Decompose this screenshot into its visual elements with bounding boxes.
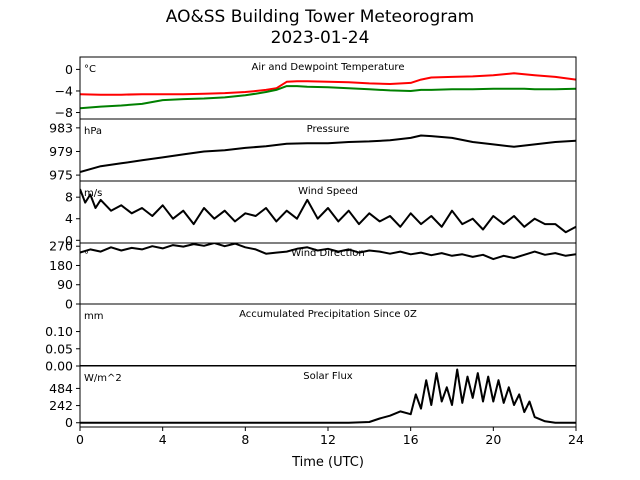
y-tick-label: 979 bbox=[49, 144, 73, 159]
figure-subtitle: 2023-01-24 bbox=[270, 28, 370, 48]
y-tick-label: 0.05 bbox=[45, 341, 73, 356]
x-tick-label: 20 bbox=[485, 432, 501, 447]
panel-unit: hPa bbox=[84, 126, 102, 137]
y-tick-label: 0 bbox=[65, 62, 73, 77]
panel-title: Wind Direction bbox=[291, 248, 365, 259]
panel-unit: W/m^2 bbox=[84, 373, 122, 384]
x-tick-label: 24 bbox=[568, 432, 584, 447]
series-line-1-2 bbox=[80, 85, 576, 110]
y-tick-label: 8 bbox=[65, 190, 73, 205]
y-tick-label: 983 bbox=[49, 120, 73, 135]
y-tick-label: 0.00 bbox=[45, 359, 73, 374]
y-tick-label: −4 bbox=[55, 83, 73, 98]
y-tick-label: 90 bbox=[57, 277, 73, 292]
panel-title: Accumulated Precipitation Since 0Z bbox=[239, 309, 417, 320]
x-axis-label: Time (UTC) bbox=[291, 455, 364, 470]
panel-5: 0.00 0.05 0.10 mm Accumulated Precipitation … bbox=[45, 303, 577, 374]
y-tick-label: −8 bbox=[55, 105, 73, 120]
y-tick-label: 0 bbox=[65, 415, 73, 430]
panel-3: 0 4 8 m/s Wind Speed bbox=[65, 180, 577, 248]
panel-unit: m/s bbox=[84, 188, 102, 199]
panel-title: Solar Flux bbox=[303, 371, 353, 382]
y-tick-label: 975 bbox=[49, 168, 73, 183]
figure-title: AO&SS Building Tower Meteorogram bbox=[165, 7, 475, 27]
y-tick-label: 4 bbox=[65, 211, 73, 226]
panel-6: 0 242 484 W/m^2 Solar Flux bbox=[49, 365, 577, 430]
y-tick-label: 484 bbox=[49, 381, 73, 396]
x-tick-label: 0 bbox=[76, 432, 84, 447]
series-line-3-1 bbox=[80, 188, 576, 234]
panel-4: 0 90 180 270 ° Wind Direction bbox=[49, 239, 577, 312]
series-line-2-1 bbox=[80, 134, 576, 174]
panel-unit: °C bbox=[84, 64, 96, 75]
y-tick-label: 180 bbox=[49, 258, 73, 273]
x-tick-label: 4 bbox=[159, 432, 167, 447]
panel-unit: ° bbox=[84, 250, 89, 261]
panel-title: Wind Speed bbox=[298, 186, 358, 197]
panel-title: Air and Dewpoint Temperature bbox=[252, 62, 405, 73]
x-tick-label: 8 bbox=[241, 432, 249, 447]
panel-2: 975 979 983 hPa Pressure bbox=[49, 118, 577, 183]
series-line-1-1 bbox=[80, 72, 576, 96]
y-tick-label: 270 bbox=[49, 239, 73, 254]
y-tick-label: 242 bbox=[49, 398, 73, 413]
series-line-4-1 bbox=[80, 243, 576, 261]
y-tick-label: 0 bbox=[65, 233, 73, 248]
x-tick-label: 12 bbox=[320, 432, 336, 447]
panel-unit: mm bbox=[84, 311, 103, 322]
panel-title: Pressure bbox=[307, 124, 350, 135]
y-tick-label: 0 bbox=[65, 297, 73, 312]
x-tick-label: 16 bbox=[403, 432, 419, 447]
series-line-6-1 bbox=[80, 368, 576, 424]
panel-1: 0 −4 −8 °C Air and Dewpoint Temperature bbox=[55, 56, 577, 120]
y-tick-label: 0.10 bbox=[45, 324, 73, 339]
